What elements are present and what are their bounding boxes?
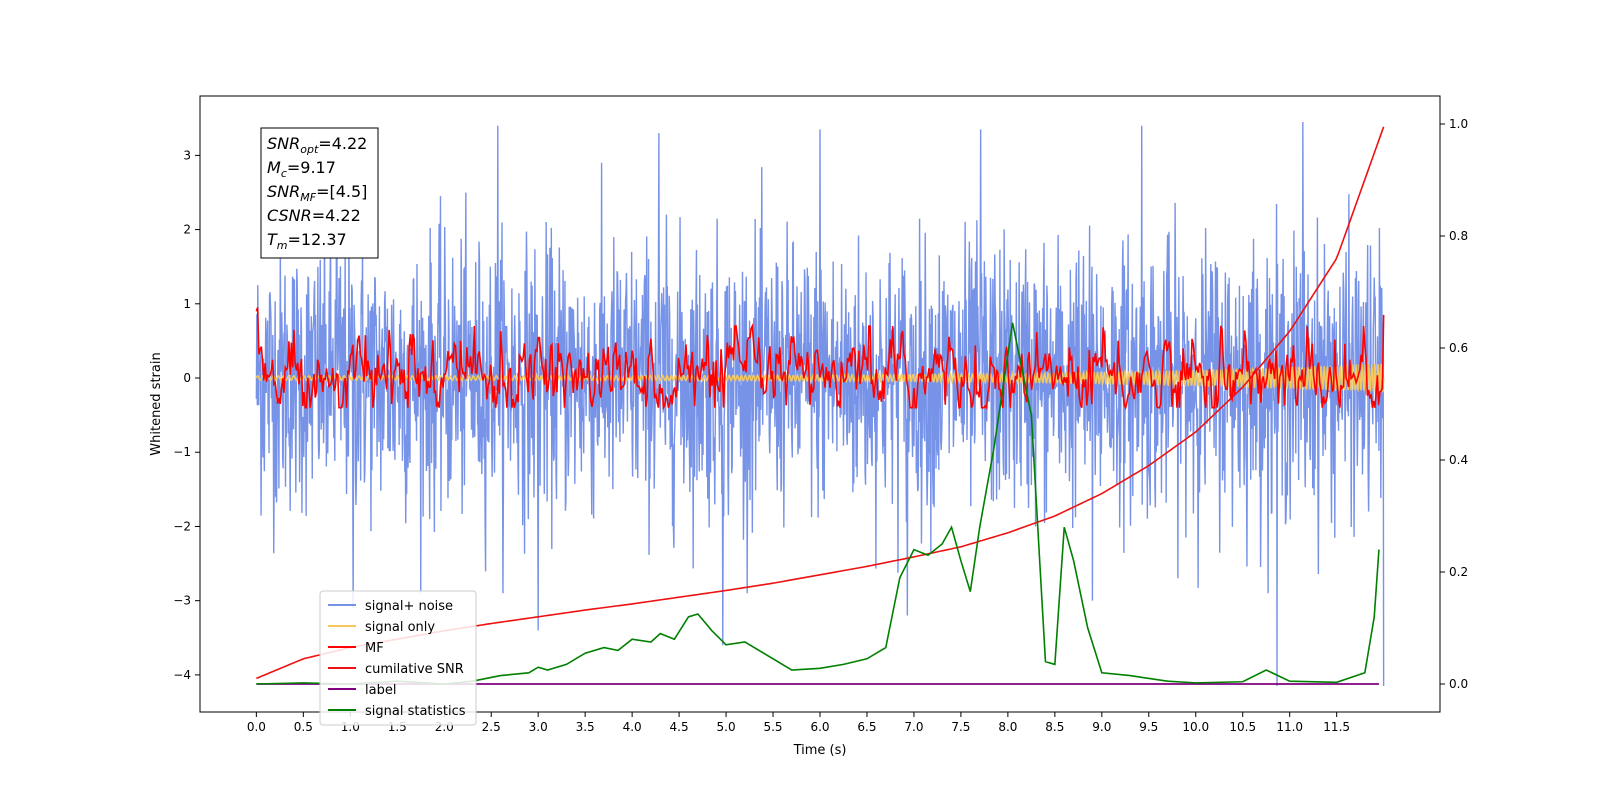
legend-label: signal+ noise (365, 599, 453, 614)
y-tick-label: −1 (173, 445, 191, 459)
y-tick-label: −3 (173, 594, 191, 608)
y2-tick-label: 1.0 (1449, 117, 1468, 131)
x-tick-label: 4.0 (623, 720, 642, 734)
y-tick-label: 2 (183, 223, 191, 237)
y2-tick-label: 0.8 (1449, 229, 1468, 243)
x-tick-label: 8.5 (1045, 720, 1064, 734)
x-tick-label: 4.5 (670, 720, 689, 734)
legend-frame (319, 590, 477, 726)
x-tick-label: 6.5 (857, 720, 876, 734)
series-signal-statistics-line (256, 322, 1380, 685)
legend: signal+ noise signal only MF cumilative SNR… (319, 590, 477, 726)
annotation-line: Tm=12.37 (267, 230, 347, 252)
y2-tick-label: 0.2 (1449, 565, 1468, 579)
y-tick-label: 0 (183, 371, 191, 385)
legend-label: cumilative SNR (365, 662, 464, 677)
y2-tick-label: 0.6 (1449, 341, 1468, 355)
annotation-line: CSNR=4.22 (267, 206, 361, 225)
legend-label: signal statistics (365, 704, 466, 719)
x-tick-label: 7.5 (951, 720, 970, 734)
x-tick-label: 11.5 (1323, 720, 1350, 734)
x-tick-label: 9.5 (1139, 720, 1158, 734)
x-tick-label: 6.0 (810, 720, 829, 734)
x-tick-label: 2.5 (482, 720, 501, 734)
y-tick-label: −4 (173, 668, 191, 682)
y2-tick-label: 0.0 (1449, 677, 1468, 691)
y2-tick-label: 0.4 (1449, 453, 1468, 467)
x-axis-label: Time (s) (793, 743, 847, 758)
annotation-box-frame (260, 127, 379, 259)
x-tick-label: 0.0 (247, 720, 266, 734)
series-mf-line (255, 307, 1385, 411)
legend-label: MF (365, 641, 384, 656)
x-tick-label: 9.0 (1092, 720, 1111, 734)
x-tick-label: 8.0 (998, 720, 1017, 734)
x-tick-label: 5.5 (763, 720, 782, 734)
x-tick-label: 7.0 (904, 720, 923, 734)
x-tick-label: 3.0 (529, 720, 548, 734)
x-tick-label: 11.0 (1276, 720, 1303, 734)
x-tick-label: 10.0 (1182, 720, 1209, 734)
y-tick-label: 3 (183, 148, 191, 162)
y-tick-label: −2 (173, 519, 191, 533)
y-tick-label: 1 (183, 297, 191, 311)
annotation-line: SNRMF=[4.5] (267, 182, 367, 204)
x-tick-label: 3.5 (576, 720, 595, 734)
legend-label: label (365, 683, 396, 698)
x-tick-label: 10.5 (1229, 720, 1256, 734)
y-axis-label: Whitened strain (149, 352, 164, 455)
annotation-line: SNRopt=4.22 (267, 134, 367, 156)
x-tick-label: 5.0 (717, 720, 736, 734)
legend-label: signal only (365, 620, 435, 635)
annotation-line: Mc=9.17 (267, 158, 336, 180)
x-tick-label: 0.5 (294, 720, 313, 734)
